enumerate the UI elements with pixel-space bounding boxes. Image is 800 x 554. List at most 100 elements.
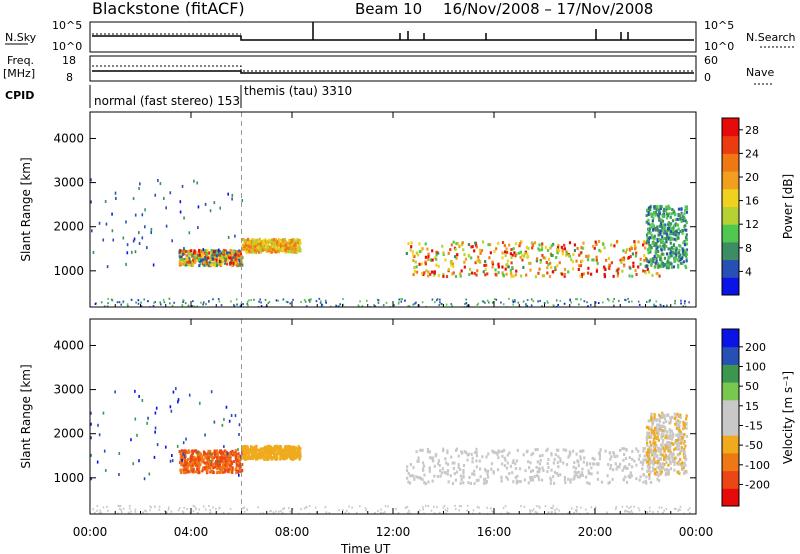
echo-cell bbox=[669, 442, 673, 446]
echo-cell bbox=[685, 414, 688, 418]
ground-cell bbox=[181, 304, 184, 307]
echo-cell bbox=[463, 450, 466, 454]
echo-cell bbox=[551, 270, 554, 274]
sporadic-cell bbox=[238, 433, 240, 437]
echo-cell bbox=[188, 461, 192, 465]
echo-cell bbox=[271, 245, 274, 249]
echo-cell bbox=[490, 467, 493, 471]
echo-cell bbox=[683, 239, 686, 243]
echo-cell bbox=[180, 449, 184, 453]
ground-cell bbox=[222, 511, 225, 514]
echo-cell bbox=[549, 481, 552, 485]
echo-cell bbox=[523, 252, 527, 256]
echo-cell bbox=[452, 271, 455, 275]
echo-cell bbox=[264, 241, 267, 245]
echo-cell bbox=[220, 452, 223, 456]
echo-cell bbox=[211, 257, 214, 261]
echo-cell bbox=[216, 259, 220, 263]
echo-cell bbox=[675, 441, 678, 445]
echo-cell bbox=[655, 259, 658, 263]
ground-cell bbox=[439, 298, 441, 301]
data-cells bbox=[90, 178, 690, 307]
ground-cell bbox=[339, 303, 341, 306]
ground-cell bbox=[433, 505, 435, 508]
echo-cell bbox=[622, 466, 626, 470]
echo-cell bbox=[245, 454, 248, 458]
echo-cell bbox=[473, 271, 476, 275]
echo-cell bbox=[467, 452, 470, 456]
echo-cell bbox=[624, 466, 627, 470]
echo-cell bbox=[205, 452, 208, 456]
echo-cell bbox=[228, 463, 231, 467]
echo-cell bbox=[454, 478, 457, 482]
echo-cell bbox=[659, 452, 662, 456]
ground-cell bbox=[171, 304, 174, 307]
echo-cell bbox=[655, 205, 659, 209]
echo-cell bbox=[221, 456, 224, 460]
echo-cell bbox=[668, 256, 671, 260]
echo-cell bbox=[506, 259, 510, 263]
echo-cell bbox=[653, 415, 656, 419]
echo-cell bbox=[252, 239, 255, 243]
echo-cell bbox=[669, 420, 672, 424]
echo-cell bbox=[578, 253, 581, 257]
echo-cell bbox=[677, 470, 680, 474]
echo-cell bbox=[433, 273, 436, 277]
echo-cell bbox=[656, 423, 659, 427]
ground-cell bbox=[281, 511, 284, 514]
echo-cell bbox=[647, 270, 651, 274]
echo-cell bbox=[624, 456, 628, 460]
ground-cell bbox=[438, 304, 440, 307]
echo-cell bbox=[255, 247, 258, 251]
echo-cell bbox=[668, 457, 671, 461]
echo-cell bbox=[685, 238, 689, 242]
echo-cell bbox=[418, 242, 421, 246]
echo-cell bbox=[523, 254, 526, 258]
echo-cell bbox=[222, 257, 225, 261]
echo-cell bbox=[541, 453, 544, 457]
echo-cell bbox=[519, 250, 522, 254]
echo-cell bbox=[642, 239, 646, 243]
ground-cell bbox=[511, 299, 514, 302]
ground-cell bbox=[415, 301, 417, 304]
echo-cell bbox=[207, 459, 210, 463]
echo-cell bbox=[678, 447, 681, 451]
echo-cell bbox=[595, 255, 598, 259]
sporadic-cell bbox=[125, 262, 127, 266]
sporadic-cell bbox=[134, 250, 137, 254]
echo-cell bbox=[646, 444, 649, 448]
echo-cell bbox=[475, 273, 478, 277]
echo-cell bbox=[649, 465, 652, 469]
echo-cell bbox=[648, 227, 652, 231]
echo-cell bbox=[679, 261, 683, 265]
echo-cell bbox=[512, 480, 515, 484]
echo-cell bbox=[446, 462, 450, 466]
echo-cell bbox=[657, 249, 660, 253]
echo-cell bbox=[657, 229, 660, 233]
echo-cell bbox=[573, 249, 576, 253]
echo-cell bbox=[647, 222, 650, 226]
sporadic-cell bbox=[175, 387, 177, 391]
echo-cell bbox=[598, 457, 602, 461]
echo-cell bbox=[665, 435, 668, 439]
echo-cell bbox=[519, 255, 522, 259]
echo-cell bbox=[658, 204, 661, 208]
echo-cell bbox=[568, 453, 571, 457]
echo-cell bbox=[603, 272, 606, 276]
echo-cell bbox=[528, 261, 531, 265]
ground-cell bbox=[182, 300, 184, 303]
echo-cell bbox=[611, 468, 615, 472]
ground-cell bbox=[567, 512, 570, 514]
ground-cell bbox=[644, 510, 646, 513]
echo-cell bbox=[645, 214, 648, 218]
ground-cell bbox=[435, 506, 438, 509]
echo-cell bbox=[666, 205, 669, 209]
echo-cell bbox=[246, 237, 250, 241]
echo-cell bbox=[663, 415, 666, 419]
echo-cell bbox=[682, 423, 685, 427]
echo-cell bbox=[435, 452, 438, 456]
ground-cell bbox=[310, 298, 312, 301]
echo-cell bbox=[677, 231, 680, 235]
echo-cell bbox=[558, 261, 561, 265]
echo-cell bbox=[677, 227, 680, 231]
